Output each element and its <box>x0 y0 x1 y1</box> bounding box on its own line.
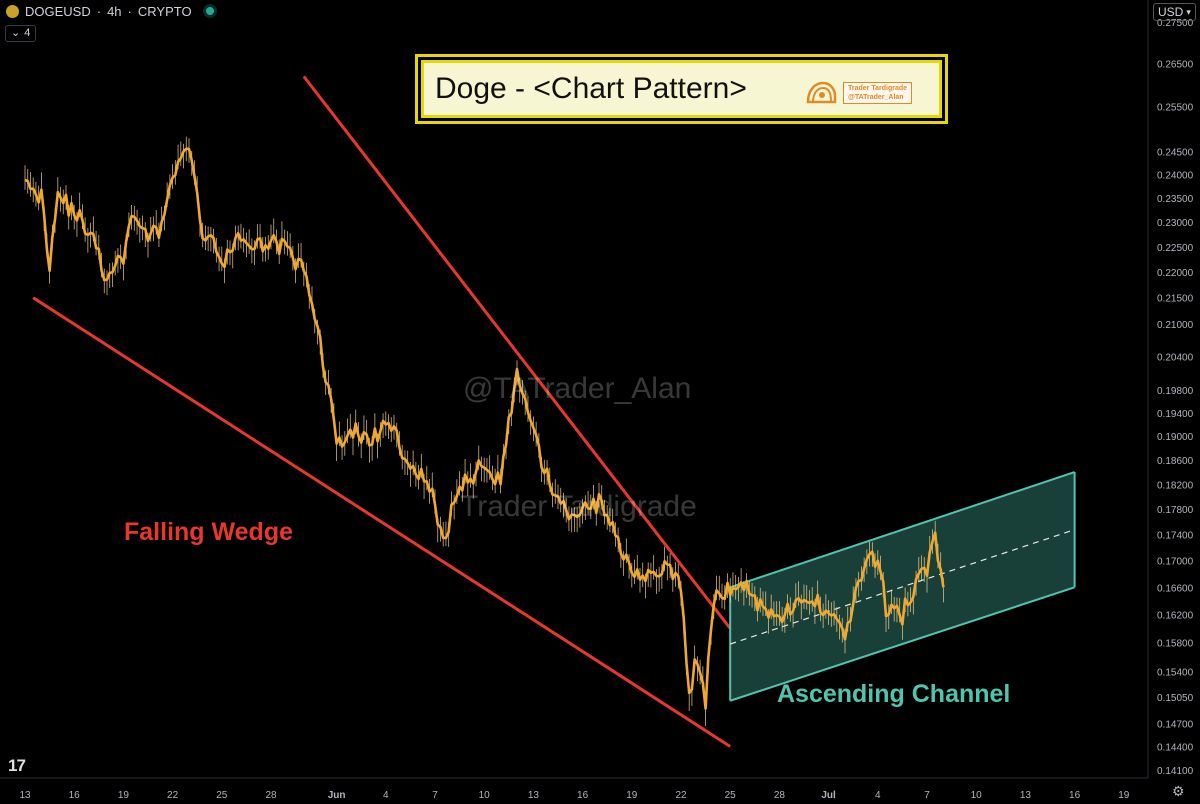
price-tick-label: 0.15800 <box>1157 639 1194 650</box>
tardigrade-logo-icon <box>806 81 837 104</box>
time-tick-label: 25 <box>216 790 228 801</box>
time-tick-label: 19 <box>118 790 130 801</box>
author-badge: Trader Tardigrade @TATrader_Alan <box>805 80 913 106</box>
time-tick-label: 13 <box>528 790 540 801</box>
price-tick-label: 0.24500 <box>1157 147 1194 158</box>
price-series-line <box>24 147 945 710</box>
price-tick-label: 0.22500 <box>1157 243 1194 254</box>
price-tick-label: 0.21000 <box>1157 320 1194 331</box>
interval-label[interactable]: 4h <box>107 3 122 19</box>
price-tick-label: 0.23000 <box>1157 218 1194 229</box>
time-tick-label: 19 <box>1118 790 1130 801</box>
price-tick-label: 0.17000 <box>1157 557 1194 568</box>
channel-lower-line <box>729 586 1075 702</box>
separator-2: · <box>127 3 132 19</box>
channel-midline <box>730 529 1075 645</box>
price-tick-label: 0.14700 <box>1157 719 1194 730</box>
time-tick-label: Jun <box>328 790 346 801</box>
price-tick-label: 0.14400 <box>1157 742 1194 753</box>
market-status-icon <box>205 7 214 15</box>
chevron-down-icon: ▾ <box>1186 6 1191 17</box>
time-tick-label: 16 <box>69 790 81 801</box>
chevron-down-icon: ⌄ <box>11 27 21 39</box>
wedge-upper-line <box>302 75 732 630</box>
time-tick-label: 4 <box>875 790 881 801</box>
currency-label: USD <box>1158 5 1184 19</box>
watermark-brand: Trader Tardigrade <box>460 490 697 523</box>
time-tick-label: 22 <box>675 790 687 801</box>
channel-upper-line <box>729 471 1075 589</box>
price-tick-label: 0.22000 <box>1157 268 1194 279</box>
tradingview-logo-icon[interactable]: 17 <box>8 756 26 775</box>
symbol-header: DOGEUSD · 4h · CRYPTO <box>0 0 214 22</box>
currency-button[interactable]: USD ▾ <box>1153 3 1196 21</box>
badge-line-2: @TATrader_Alan <box>848 94 904 101</box>
time-tick-label: Jul <box>821 790 836 801</box>
title-banner: Doge - <Chart Pattern> Trader Tardigrade… <box>415 54 948 124</box>
price-tick-label: 0.25500 <box>1157 103 1194 114</box>
indicators-toggle[interactable]: ⌄ 4 <box>5 25 37 42</box>
price-tick-label: 0.26500 <box>1157 60 1194 71</box>
falling-wedge-label: Falling Wedge <box>124 518 293 546</box>
time-tick-label: 19 <box>626 790 638 801</box>
time-tick-label: 16 <box>577 790 589 801</box>
symbol-name[interactable]: DOGEUSD <box>25 3 91 19</box>
time-tick-label: 16 <box>1069 790 1081 801</box>
time-tick-label: 28 <box>774 790 786 801</box>
price-tick-label: 0.23500 <box>1157 194 1194 205</box>
price-tick-label: 0.17400 <box>1157 531 1194 542</box>
price-tick-label: 0.18200 <box>1157 480 1194 491</box>
price-tick-label: 0.18600 <box>1157 456 1194 467</box>
exchange-label: CRYPTO <box>137 3 192 19</box>
time-tick-label: 25 <box>725 790 737 801</box>
wedge-lower-line <box>32 296 732 748</box>
price-tick-label: 0.21500 <box>1157 294 1194 305</box>
ascending-channel-label: Ascending Channel <box>777 680 1011 708</box>
price-tick-label: 0.17800 <box>1157 505 1194 516</box>
time-tick-label: 7 <box>432 790 438 801</box>
time-tick-label: 10 <box>479 790 491 801</box>
time-tick-label: 10 <box>971 790 983 801</box>
price-tick-label: 0.16200 <box>1157 611 1194 622</box>
doge-coin-icon <box>6 4 19 18</box>
watermark-handle: @TATrader_Alan <box>463 372 692 405</box>
time-tick-label: 4 <box>383 790 389 801</box>
chart-title: Doge - <Chart Pattern> <box>435 72 747 105</box>
price-tick-label: 0.24000 <box>1157 171 1194 182</box>
price-tick-label: 0.19800 <box>1157 386 1194 397</box>
gear-icon[interactable]: ⚙ <box>1172 783 1185 799</box>
price-tick-label: 0.16600 <box>1157 583 1194 594</box>
time-tick-label: 7 <box>924 790 930 801</box>
price-tick-label: 0.27500 <box>1157 18 1194 29</box>
price-tick-label: 0.15400 <box>1157 667 1194 678</box>
time-tick-label: 22 <box>167 790 179 801</box>
separator-1: · <box>96 3 102 19</box>
price-tick-label: 0.19000 <box>1157 432 1194 443</box>
time-tick-label: 13 <box>1020 790 1032 801</box>
time-tick-label: 13 <box>19 790 31 801</box>
price-tick-label: 0.14100 <box>1157 766 1194 777</box>
price-tick-label: 0.19400 <box>1157 409 1194 420</box>
price-tick-label: 0.15050 <box>1157 693 1194 704</box>
price-tick-label: 0.20400 <box>1157 353 1194 364</box>
indicator-count: 4 <box>24 27 31 39</box>
badge-line-1: Trader Tardigrade <box>848 85 908 92</box>
badge-text: Trader Tardigrade @TATrader_Alan <box>843 82 913 104</box>
time-tick-label: 28 <box>265 790 277 801</box>
